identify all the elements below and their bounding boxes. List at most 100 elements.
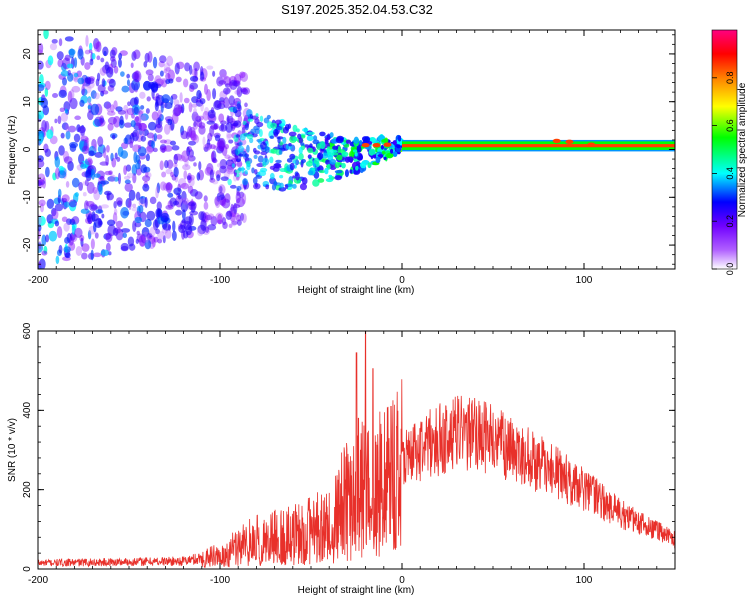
spectrogram-cell (120, 206, 129, 219)
spectrogram-cell (355, 165, 359, 171)
spectrogram-cell (147, 51, 153, 63)
spectrogram-cell (156, 134, 163, 140)
spectrogram-cell (301, 159, 306, 164)
spectrogram-cell (120, 242, 129, 251)
snr-x-tick-label: -200 (28, 575, 48, 586)
spectrogram-cell (122, 232, 127, 238)
spectrogram-cell (198, 211, 205, 221)
spectrogram-cell (94, 152, 103, 158)
colorbar-tick-label: 0.6 (725, 119, 735, 132)
spectrogram-cell (344, 169, 349, 178)
spectrogram-cell (155, 99, 159, 108)
carrier-band-core (402, 144, 675, 148)
spectrogram-cell (149, 196, 157, 205)
spectrogram-cell (341, 162, 346, 169)
spectrogram-cell (162, 235, 166, 244)
spectrogram-cell (81, 252, 88, 260)
spectrogram-cell (152, 147, 158, 153)
spectrogram-cell (213, 145, 218, 150)
spectrogram-cell (255, 113, 259, 117)
spectrogram-cell (51, 38, 58, 44)
spectrogram-cell (225, 159, 234, 167)
spectrogram-cell (57, 170, 67, 179)
spectrogram-cell (198, 125, 206, 135)
spectrogram-cell (142, 231, 150, 243)
spectrogram-cell (161, 94, 171, 104)
spectrogram-cell (237, 88, 241, 95)
spectrogram-cell (87, 215, 92, 223)
spectrogram-cell (182, 164, 191, 171)
spectrogram-cell (292, 183, 297, 189)
spectrogram-cell (135, 191, 141, 201)
spectrogram-cell (94, 116, 103, 127)
spectrogram-cell (138, 122, 148, 132)
snr-y-tick-label: 400 (22, 402, 33, 419)
spectrogram-cell (183, 97, 190, 104)
spectrogram-cell (73, 76, 79, 83)
spectrogram-cell (297, 133, 302, 140)
spectrogram-cell (241, 193, 247, 205)
spectrogram-cell (63, 246, 71, 253)
spectrogram-cell (221, 217, 227, 226)
spectrogram-cell (186, 175, 192, 181)
spectrogram-cell (256, 121, 264, 128)
spectrogram-cell (313, 157, 320, 165)
colorbar-tick-label: 0.2 (725, 215, 735, 228)
spectrogram-cell (124, 108, 129, 120)
snr-x-axis-label: Height of straight line (km) (298, 585, 415, 596)
spectrogram-cell (236, 162, 243, 167)
spectrogram-cell (73, 72, 79, 78)
spectrogram-cell (79, 99, 85, 107)
spectrogram-cell (216, 163, 222, 168)
spectrogram-cell (77, 125, 86, 134)
spectrogram-cell (96, 72, 101, 82)
spectrogram-cell (93, 189, 101, 201)
spectrogram-cell (132, 129, 140, 142)
spectrogram-cell (85, 34, 89, 47)
carrier-band-blob (372, 142, 381, 148)
spectrogram-cell (84, 49, 91, 55)
spectrogram-cell (220, 176, 229, 182)
spectrogram-cell (264, 146, 270, 154)
spectrogram-cell (57, 188, 62, 198)
spectrogram-cell (105, 232, 113, 243)
spectrogram-cell (191, 103, 198, 108)
spectrogram-cell (284, 124, 290, 131)
spectrogram-cell (250, 128, 256, 134)
spectrogram-cell (84, 200, 89, 211)
spectrogram-cell (218, 113, 225, 123)
spectrogram-cell (108, 78, 116, 88)
spectrogram-cell (173, 104, 182, 117)
spectrogram-cell (159, 70, 164, 77)
spectrogram-cell (276, 126, 283, 130)
spectrogram-cell (229, 184, 237, 189)
colorbar: 0.0 0.2 0.4 0.6 0.8 Normalized spectral ampl… (711, 29, 748, 275)
spectrogram-cell (128, 243, 136, 251)
spectrogram-cell (325, 178, 334, 183)
spectrogram-cell (294, 172, 300, 181)
spectrogram-cell (237, 145, 245, 153)
spectrogram-cell (193, 162, 197, 167)
carrier-band-blob (361, 142, 370, 148)
spectrogram-cell (212, 70, 216, 77)
spectrogram-cell (164, 101, 173, 110)
spectrogram-cell (100, 57, 105, 63)
spectrogram-cell (182, 197, 189, 205)
spectrogram-cell (165, 67, 171, 72)
spectrogram-cell (216, 196, 221, 202)
spectrogram-cell (242, 87, 251, 95)
spectrogram-cell (221, 145, 228, 157)
spectrogram-cell (38, 178, 44, 189)
spectrogram-cell (254, 128, 261, 135)
spectrogram-cell (127, 101, 131, 107)
spectrogram-cell (137, 146, 147, 157)
spectrogram-cell (156, 182, 161, 194)
spectrogram-cell (171, 230, 177, 241)
spectrogram-cell (322, 152, 329, 159)
spectrogram-cell (299, 183, 308, 191)
spectrogram-cell (238, 167, 242, 172)
snr-x-tick-label: -100 (210, 575, 230, 586)
spectrogram-cell (65, 123, 69, 133)
spectrogram-cell (306, 131, 315, 135)
spectrogram-cell (56, 226, 63, 239)
